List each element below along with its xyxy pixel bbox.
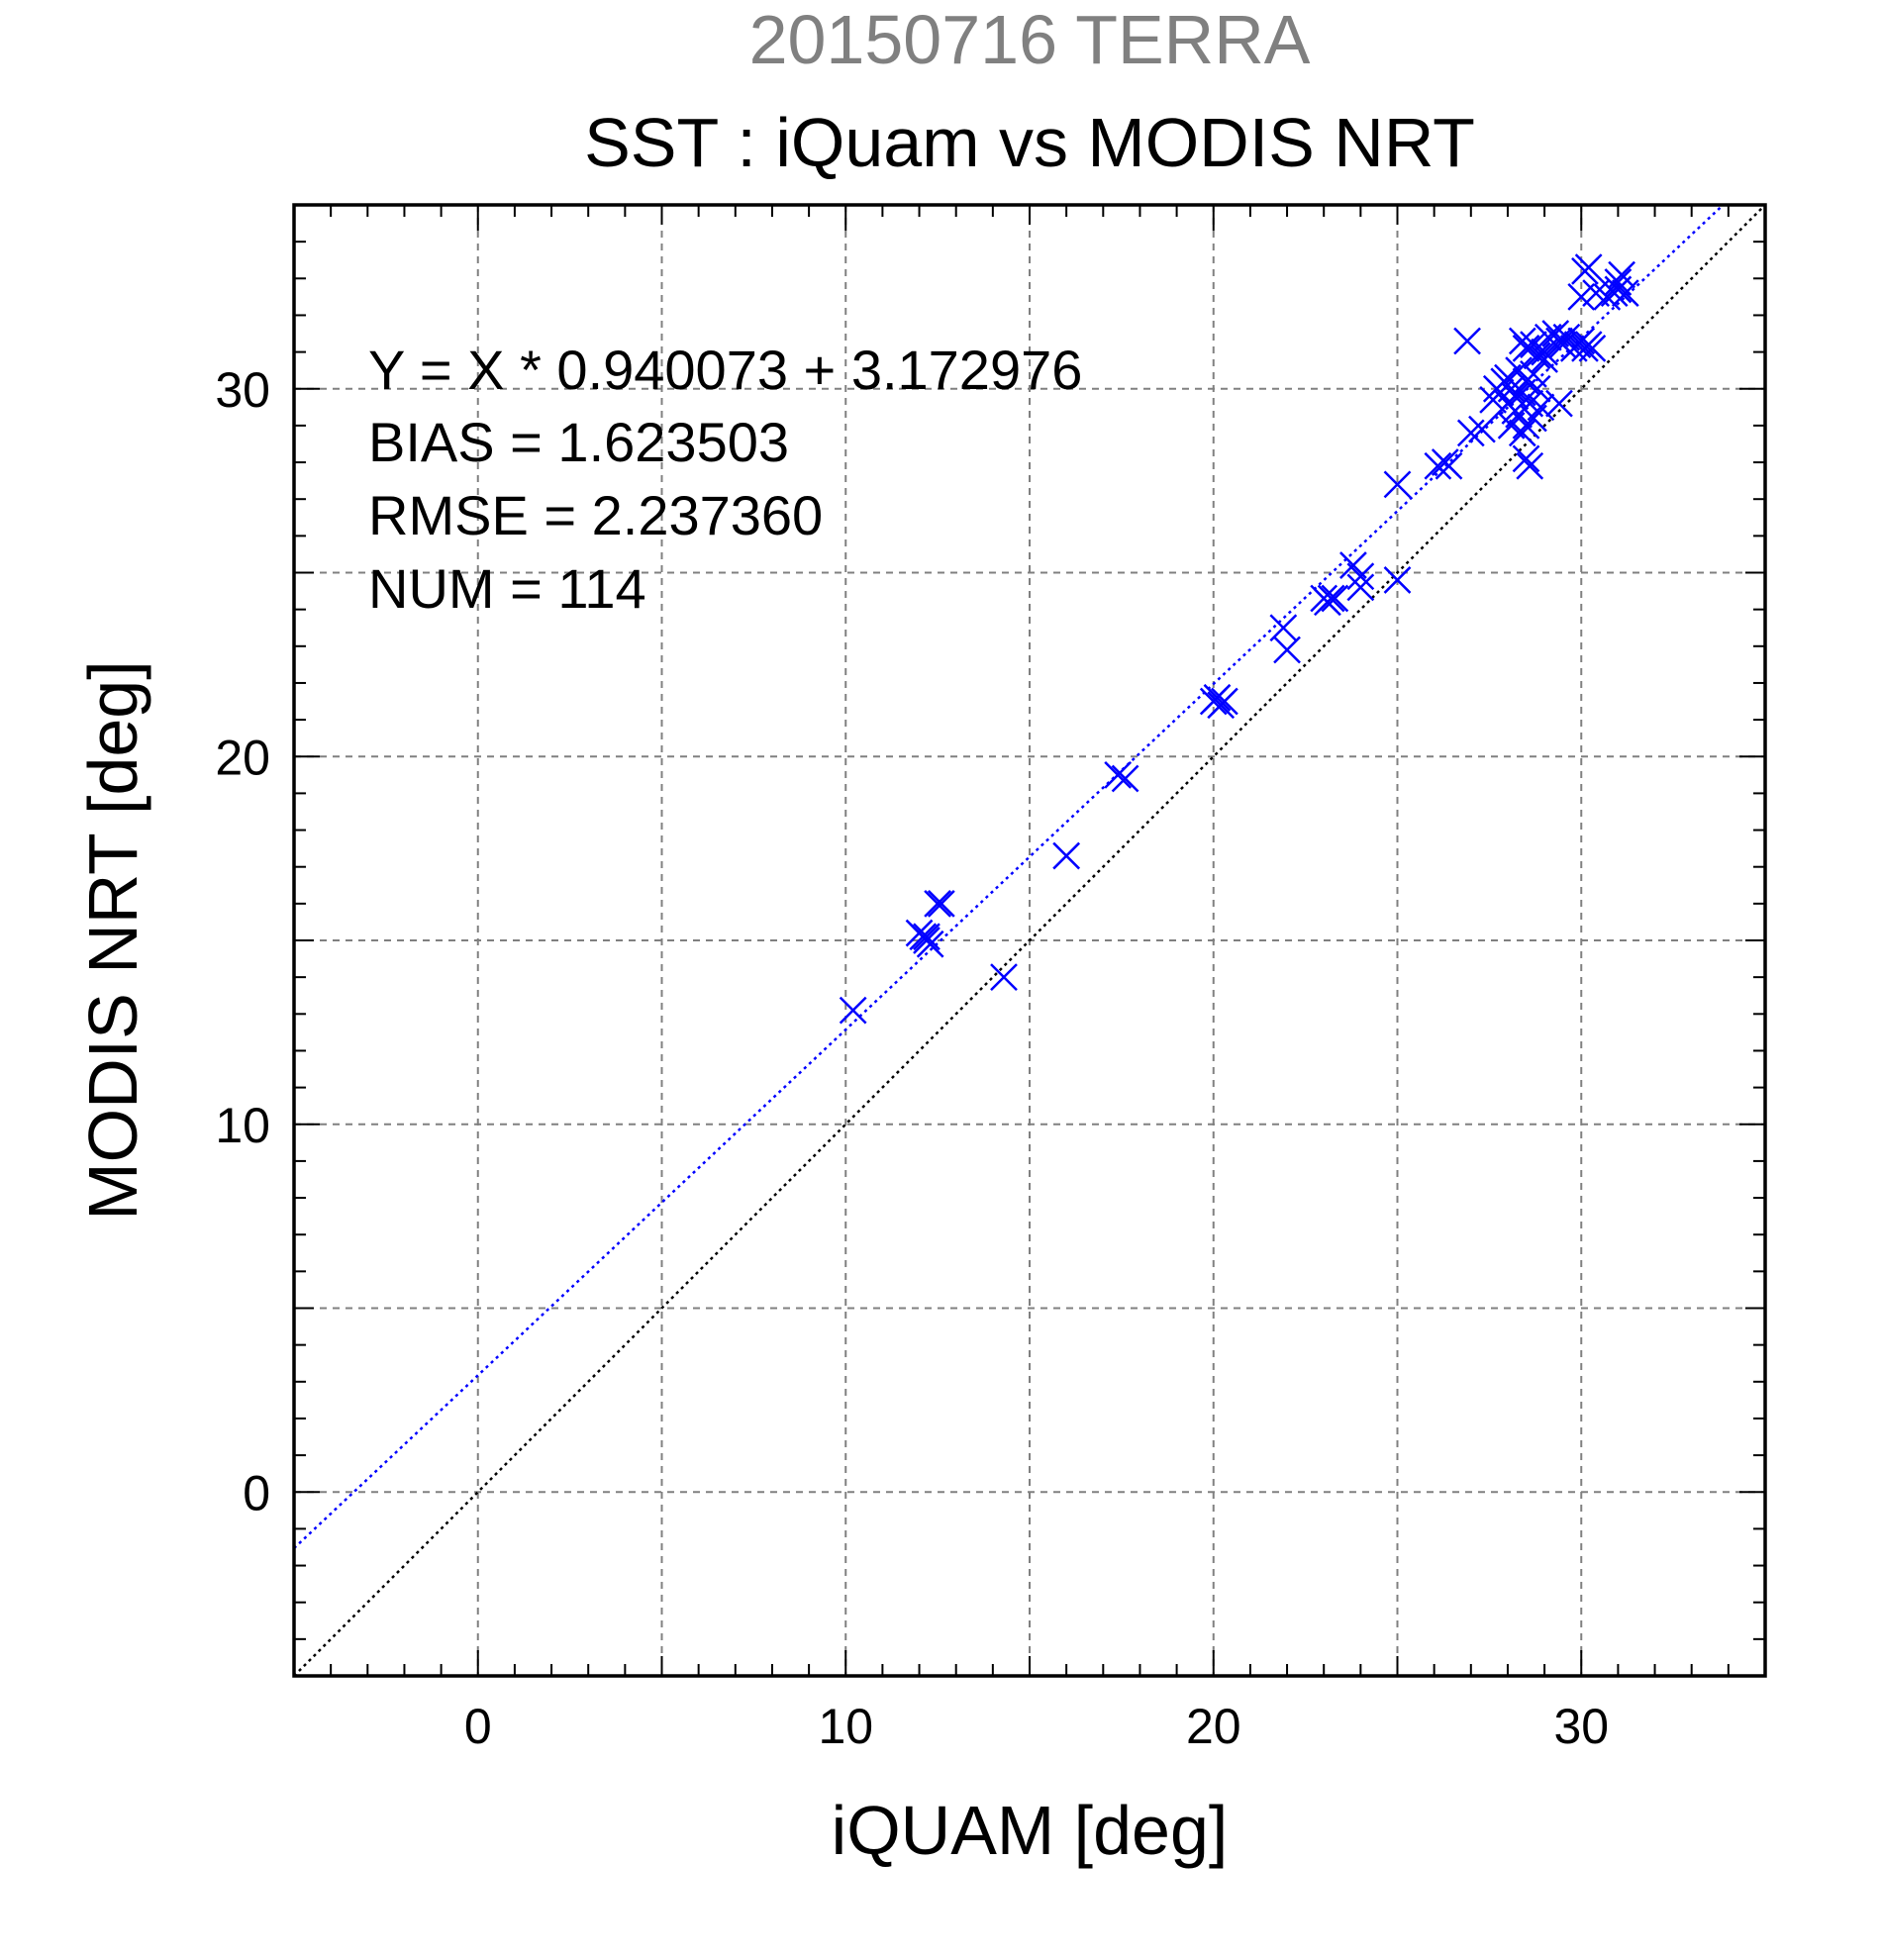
- data-point: [1508, 327, 1536, 355]
- data-point: [927, 889, 955, 918]
- data-point: [1346, 573, 1375, 602]
- annotation-rmse: RMSE = 2.237360: [368, 484, 823, 546]
- data-point: [1104, 760, 1133, 789]
- plot-frame: [292, 203, 1767, 1678]
- data-point: [913, 923, 940, 951]
- fit-line-layer: [293, 204, 1725, 1549]
- data-point: [1453, 327, 1481, 355]
- x-tick-label: 10: [818, 1699, 873, 1754]
- data-point: [1520, 331, 1547, 359]
- chart-title: SST : iQuam vs MODIS NRT: [584, 104, 1475, 181]
- chart-supertitle: 20150716 TERRA: [749, 1, 1311, 78]
- data-point: [916, 930, 944, 958]
- data-point: [1545, 389, 1573, 418]
- data-point: [1269, 614, 1298, 642]
- data-point: [1456, 419, 1485, 447]
- annotation-bias: BIAS = 1.623503: [368, 411, 789, 473]
- data-point: [1346, 562, 1375, 591]
- data-point: [1512, 444, 1540, 473]
- x-tick-label: 0: [464, 1699, 492, 1754]
- data-point: [1424, 451, 1452, 480]
- data-point: [1501, 382, 1530, 411]
- data-point: [1111, 764, 1139, 793]
- data-point: [1383, 470, 1412, 499]
- points-layer: [839, 253, 1639, 1025]
- data-point: [1207, 691, 1236, 720]
- data-point: [1523, 374, 1551, 403]
- data-point: [1052, 841, 1081, 870]
- data-point: [1578, 335, 1607, 362]
- data-point: [1314, 588, 1341, 617]
- data-point: [1611, 279, 1639, 308]
- data-point: [1520, 404, 1547, 433]
- identity-line-layer: [293, 204, 1766, 1677]
- y-tick-label: 30: [215, 362, 270, 418]
- data-point: [1383, 566, 1412, 594]
- data-point: [1512, 335, 1540, 362]
- y-tick-label: 20: [215, 730, 270, 785]
- data-point: [1497, 374, 1526, 403]
- data-point: [839, 996, 867, 1025]
- data-point: [1203, 683, 1232, 712]
- x-tick-label: 20: [1186, 1699, 1241, 1754]
- data-point: [1273, 636, 1301, 664]
- data-point: [1516, 451, 1544, 480]
- data-point: [1608, 260, 1635, 289]
- data-point: [924, 889, 952, 918]
- data-point: [1321, 584, 1349, 613]
- annotation-num: NUM = 114: [368, 557, 646, 620]
- y-tick-label: 0: [243, 1465, 270, 1520]
- y-tick-label: 10: [215, 1098, 270, 1153]
- fit-line: [293, 204, 1725, 1549]
- data-point: [1468, 415, 1496, 443]
- stats-annotation: Y = X * 0.940073 + 3.172976 BIAS = 1.623…: [368, 339, 1082, 620]
- y-axis-label: MODIS NRT [deg]: [74, 660, 151, 1220]
- x-axis-label: iQUAM [deg]: [832, 1792, 1229, 1869]
- data-point: [1435, 451, 1463, 480]
- identity-line: [293, 204, 1766, 1677]
- tick-labels: 0 10 20 30 0 10 20 30: [215, 362, 1609, 1754]
- data-point: [1531, 345, 1558, 373]
- annotation-equation: Y = X * 0.940073 + 3.172976: [368, 339, 1082, 401]
- x-tick-label: 30: [1553, 1699, 1609, 1754]
- data-point: [990, 963, 1018, 992]
- data-point: [1574, 253, 1603, 282]
